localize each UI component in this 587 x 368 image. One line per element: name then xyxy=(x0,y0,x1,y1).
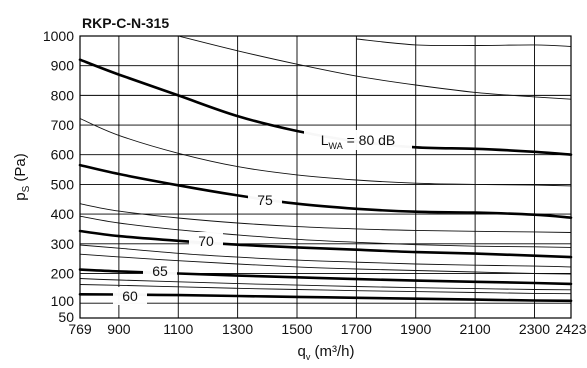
x-tick-label: 769 xyxy=(68,321,92,337)
y-tick-label: 200 xyxy=(51,265,75,281)
curve-label-bg xyxy=(304,130,412,150)
thin-curve xyxy=(79,203,572,233)
thin-curve xyxy=(178,35,572,100)
y-axis-label: pS (Pa) xyxy=(12,153,32,201)
curve-label-bg xyxy=(113,287,147,305)
curve-label: 60 xyxy=(122,288,138,304)
y-tick-label: 400 xyxy=(51,206,75,222)
sound-curve xyxy=(78,293,573,303)
y-tick-label: 900 xyxy=(51,58,75,74)
curve-label-bg xyxy=(248,191,282,209)
y-tick-label: 100 xyxy=(51,293,75,309)
tick-labels: 769 900 1100 1300 1500 1700 1900 2100 2300 2423 50… xyxy=(43,28,587,337)
curve-labels: LWA = 80 dB 75 70 65 60 xyxy=(113,130,412,305)
curve-label: 70 xyxy=(198,233,214,249)
y-tick-label: 300 xyxy=(51,236,75,252)
x-tick-label: 1700 xyxy=(341,321,372,337)
x-tick-label: 1300 xyxy=(222,321,253,337)
y-tick-label: 1000 xyxy=(43,28,74,44)
curve-label: LWA = 80 dB xyxy=(321,132,396,151)
thin-curve xyxy=(79,253,572,275)
thin-curve xyxy=(79,284,572,295)
y-tick-label: 500 xyxy=(51,176,75,192)
y-axis-title: pS (Pa) xyxy=(12,153,32,201)
x-tick-label: 900 xyxy=(107,321,131,337)
x-tick-label: 1500 xyxy=(281,321,312,337)
y-tick-label: 800 xyxy=(51,87,75,103)
y-tick-label: 600 xyxy=(51,147,75,163)
thin-curve xyxy=(79,244,572,268)
x-axis-title: qv (m³/h) xyxy=(297,343,354,362)
thin-curve xyxy=(356,38,572,47)
sound-curve xyxy=(78,163,573,219)
chart-title: RKP-C-N-315 xyxy=(82,15,169,31)
y-tick-label: 700 xyxy=(51,117,75,133)
x-axis-label: qv (m³/h) xyxy=(297,343,354,362)
x-tick-label: 2423 xyxy=(555,321,586,337)
curve-label: 75 xyxy=(257,192,273,208)
plot-frame xyxy=(79,35,572,319)
x-tick-label: 2300 xyxy=(519,321,550,337)
x-tick-label: 1900 xyxy=(400,321,431,337)
y-tick-label: 50 xyxy=(58,309,74,325)
thin-curve xyxy=(79,215,572,248)
x-tick-label: 2100 xyxy=(460,321,491,337)
curve-label: 65 xyxy=(152,263,168,279)
thin-curve xyxy=(79,278,572,291)
sound-curve xyxy=(78,229,573,259)
thin-curves xyxy=(79,35,572,295)
curve-label-bg xyxy=(189,232,223,250)
curve-label-bg xyxy=(143,262,177,280)
thin-curve xyxy=(79,118,572,187)
x-tick-label: 1100 xyxy=(163,321,193,337)
